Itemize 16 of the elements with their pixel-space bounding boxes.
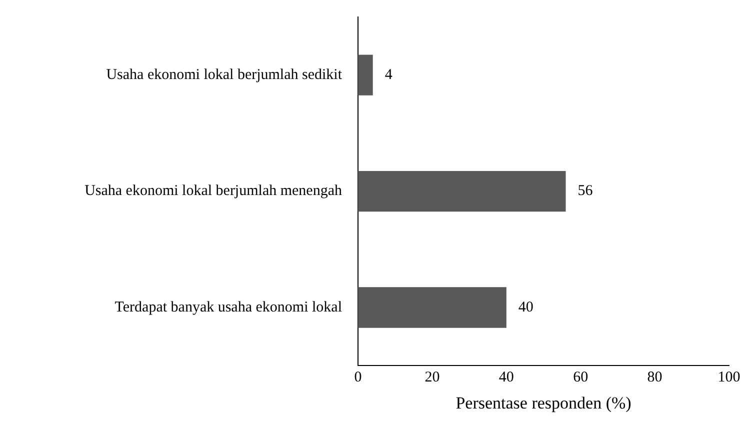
data-label: 4 [384, 67, 393, 84]
y-tick-label: Usaha ekonomi lokal berjumlah menengah [84, 183, 342, 200]
y-tick-label: Terdapat banyak usaha ekonomi lokal [114, 299, 342, 316]
x-tick-label: 100 [718, 370, 740, 386]
x-tick-label: 20 [424, 370, 440, 386]
data-label: 56 [578, 183, 594, 200]
bar [358, 54, 373, 96]
x-tick-label: 60 [573, 370, 588, 386]
y-tick-label: Usaha ekonomi lokal berjumlah sedikit [106, 67, 343, 84]
x-tick-label: 80 [647, 370, 662, 386]
x-tick-label: 40 [498, 370, 514, 386]
bar [358, 170, 566, 212]
x-axis-title: Persentase responden (%) [456, 393, 632, 412]
data-label: 40 [518, 299, 534, 316]
bar [358, 287, 506, 328]
x-tick-label: 0 [354, 370, 362, 386]
